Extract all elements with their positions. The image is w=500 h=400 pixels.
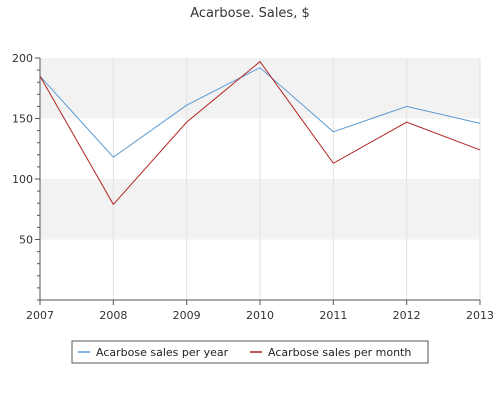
y-tick-label: 100 <box>12 173 33 186</box>
series-line-per-month <box>39 60 481 206</box>
y-tick-label: 200 <box>12 52 33 65</box>
chart-title: Acarbose. Sales, $ <box>190 6 310 21</box>
x-tick-label: 2010 <box>246 309 274 322</box>
x-tick-label: 2008 <box>99 309 127 322</box>
legend-label: Acarbose sales per month <box>268 346 411 359</box>
legend-label: Acarbose sales per year <box>96 346 229 359</box>
x-tick-label: 2012 <box>393 309 421 322</box>
series-lines <box>39 60 481 206</box>
x-tick-label: 2011 <box>319 309 347 322</box>
series-line-per-year <box>39 67 481 158</box>
y-tick-label: 150 <box>12 113 33 126</box>
axes: 50 100 150 200 2007 2008 2009 2010 2011 2012 2013 <box>12 52 494 322</box>
vertical-gridlines <box>112 58 481 300</box>
y-tick-label: 50 <box>19 234 33 247</box>
x-tick-label: 2009 <box>173 309 201 322</box>
x-tick-label: 2013 <box>466 309 494 322</box>
legend: Acarbose sales per year Acarbose sales pe… <box>71 340 429 364</box>
x-tick-label: 2007 <box>26 309 54 322</box>
